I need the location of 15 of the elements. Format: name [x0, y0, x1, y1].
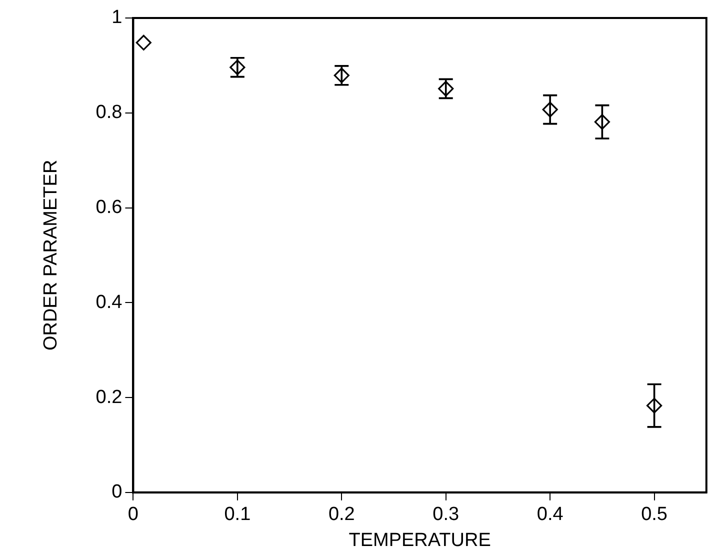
y-axis-title: ORDER PARAMETER [40, 160, 62, 351]
x-tick-label: 0.1 [224, 504, 251, 526]
x-tick-label: 0.2 [328, 504, 355, 526]
y-tick-label: 0 [112, 482, 122, 503]
y-tick-label: 0.4 [96, 292, 123, 313]
point [136, 34, 152, 50]
y-tick-label: 0.8 [96, 102, 122, 124]
x-tick-label: 0.5 [641, 504, 668, 526]
y-tick-label: 0.2 [96, 386, 122, 408]
x-tick-label: 0.3 [432, 504, 460, 526]
y-tick-label: 1 [112, 7, 122, 28]
x-tick-label: 0 [128, 504, 138, 526]
y-tick-label: 0.6 [96, 196, 122, 218]
x-axis-title: TEMPERATURE [348, 530, 491, 551]
x-tick-label: 0.4 [536, 504, 564, 526]
